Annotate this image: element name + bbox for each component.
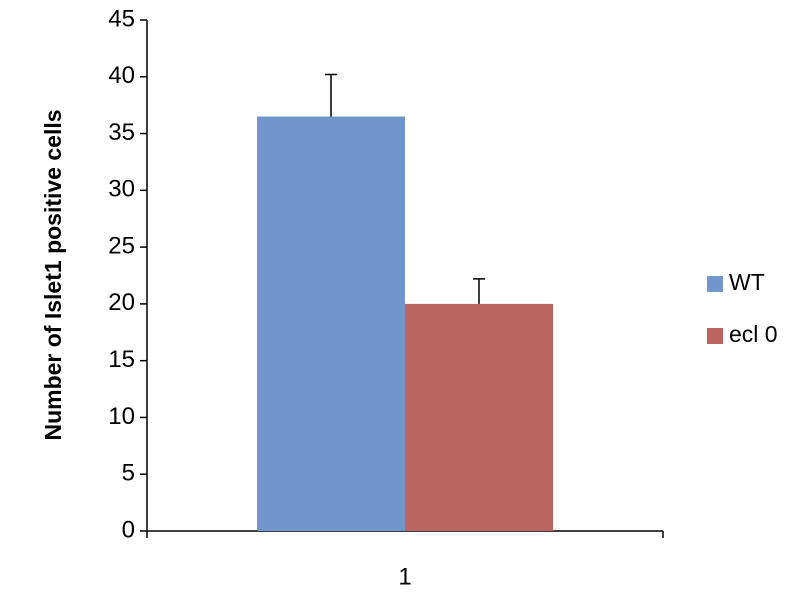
error-bar [325, 73, 337, 117]
y-tick-label: 25 [108, 232, 135, 259]
y-tick-label: 30 [108, 176, 135, 203]
bar [257, 116, 405, 532]
y-axis-title: Number of Islet1 positive cells [40, 109, 66, 440]
y-tick-label: 10 [108, 403, 135, 430]
legend-swatch [707, 328, 723, 344]
legend-swatch [707, 276, 723, 292]
error-bar [473, 278, 485, 304]
bar [405, 303, 553, 531]
y-tick-label: 15 [108, 346, 135, 373]
y-tick-label: 35 [108, 119, 135, 146]
x-tick-label: 1 [398, 563, 411, 590]
y-tick-label: 5 [122, 460, 135, 487]
legend-label: ecl 0 [729, 321, 778, 347]
y-tick-label: 40 [108, 62, 135, 89]
y-tick-label: 20 [108, 289, 135, 316]
y-tick-label: 45 [108, 5, 135, 32]
legend-label: WT [729, 269, 765, 295]
y-tick-label: 0 [122, 516, 135, 543]
